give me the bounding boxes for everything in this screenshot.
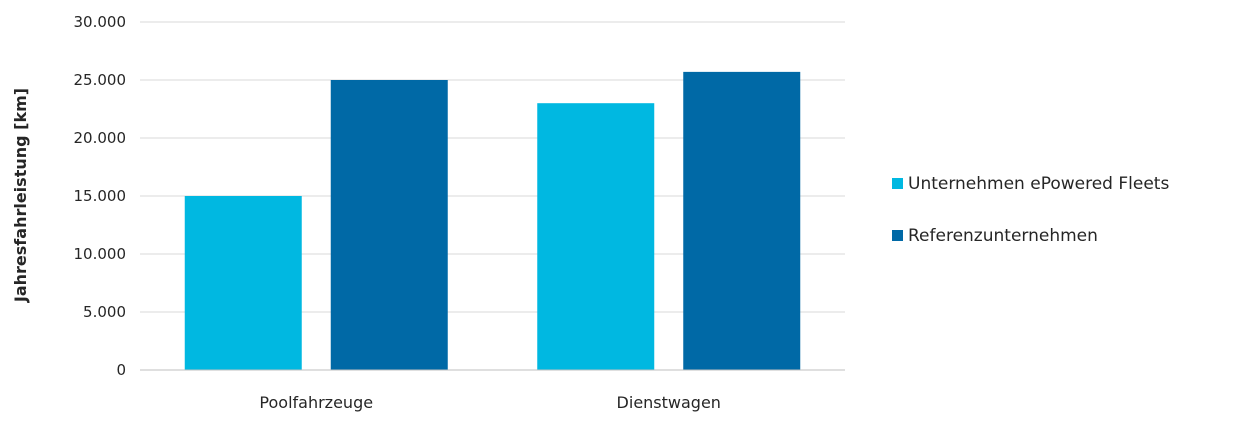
- legend-swatch: [892, 230, 903, 241]
- x-axis-categories: Poolfahrzeuge Dienstwagen: [259, 393, 721, 412]
- bar-referenz-1: [683, 71, 801, 370]
- x-category-label: Poolfahrzeuge: [259, 393, 373, 412]
- legend-label: Unternehmen ePowered Fleets: [908, 174, 1169, 194]
- bars: [184, 71, 801, 370]
- y-tick-label: 15.000: [74, 187, 127, 205]
- bar-referenz-0: [330, 80, 448, 370]
- y-tick-label: 20.000: [74, 129, 127, 147]
- y-tick-label: 30.000: [74, 13, 127, 31]
- y-axis-ticks: 0 5.000 10.000 15.000 20.000 25.000 30.000: [74, 13, 127, 379]
- legend-label: Referenzunternehmen: [908, 226, 1098, 246]
- legend: Unternehmen ePowered Fleets Referenzunter…: [892, 174, 1169, 246]
- legend-swatch: [892, 178, 903, 189]
- y-tick-label: 25.000: [74, 71, 127, 89]
- y-tick-label: 0: [116, 361, 126, 379]
- x-category-label: Dienstwagen: [617, 393, 721, 412]
- y-tick-label: 10.000: [74, 245, 127, 263]
- bar-epowered-1: [537, 103, 655, 370]
- y-axis-label: Jahresfahrleistung [km]: [11, 88, 30, 303]
- bar-epowered-0: [184, 196, 302, 370]
- y-tick-label: 5.000: [83, 303, 126, 321]
